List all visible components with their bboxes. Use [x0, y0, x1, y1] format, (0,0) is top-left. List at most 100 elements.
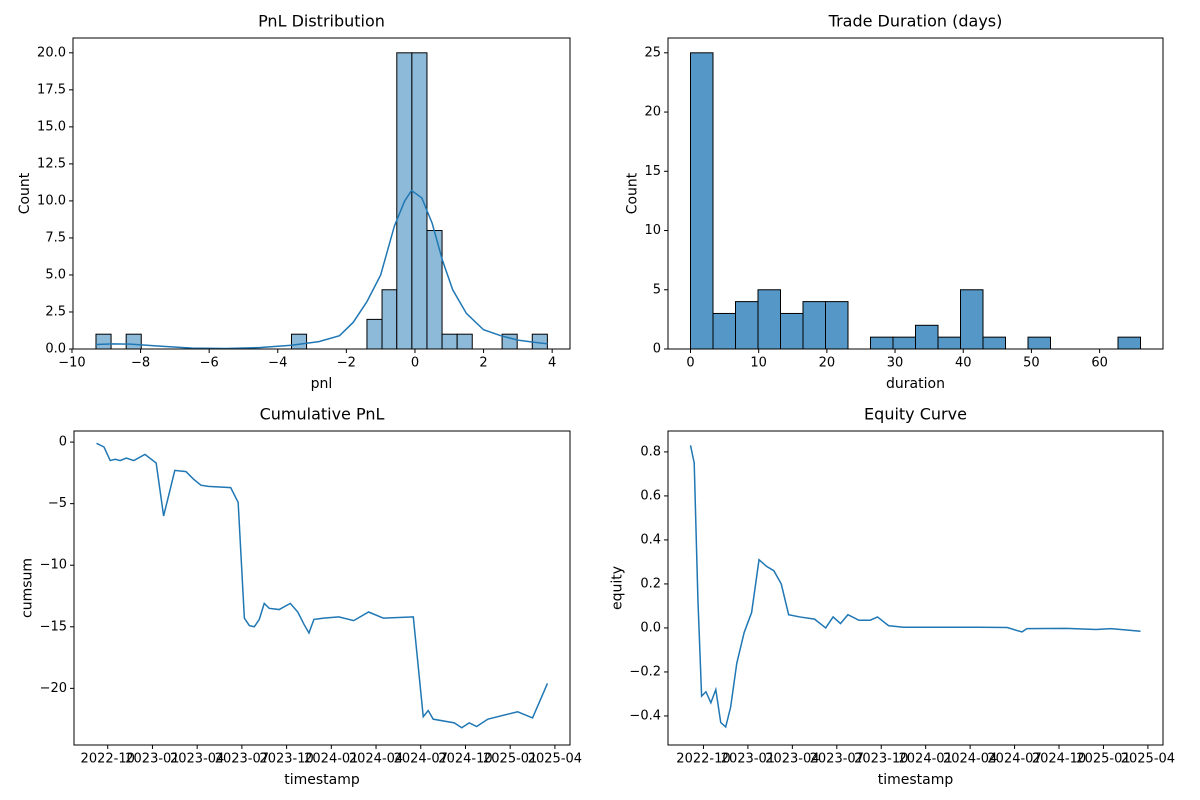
y-tick-label: 5 — [653, 282, 661, 297]
x-tick-label: 2024-07 — [394, 752, 448, 767]
x-tick-label: 2024-04 — [943, 752, 997, 767]
x-tick-label: 2023-04 — [765, 752, 819, 767]
histogram-bar — [290, 333, 308, 350]
y-tick-label: 0.8 — [640, 444, 661, 459]
x-tick-label: 2022-10 — [676, 752, 730, 767]
y-tick-label: 0.4 — [640, 532, 661, 547]
chart-title: Cumulative PnL — [260, 405, 385, 424]
y-tick-label: 0.2 — [640, 576, 661, 591]
histogram-bar — [441, 333, 458, 350]
x-tick-label: 2025-04 — [1121, 752, 1175, 767]
x-axis-label: duration — [886, 376, 945, 392]
histogram-bar — [780, 312, 804, 350]
x-tick-label: 2022-10 — [81, 752, 135, 767]
axes-frame — [73, 430, 571, 746]
histogram-bar — [802, 301, 826, 350]
histogram-bar — [690, 52, 714, 350]
y-axis-label: Count — [624, 172, 640, 214]
histogram-bar — [982, 336, 1006, 350]
kde-line — [95, 189, 548, 350]
y-tick-label: 2.5 — [45, 304, 66, 319]
x-tick-label: 10 — [750, 356, 767, 371]
x-tick-label: 2 — [479, 356, 487, 371]
x-tick-label: 2023-04 — [170, 752, 224, 767]
y-tick-label: 10 — [644, 223, 661, 238]
y-tick-label: −0.2 — [629, 664, 661, 679]
y-tick-label: −15 — [40, 619, 67, 634]
x-tick-label: 2025-04 — [528, 752, 582, 767]
axes-frame — [667, 430, 1164, 746]
histogram-bar — [892, 336, 916, 350]
x-tick-label: −10 — [58, 356, 85, 371]
axes-frame — [667, 37, 1164, 350]
histogram-bar — [915, 324, 939, 350]
y-tick-label: −10 — [40, 558, 67, 573]
histogram-bar — [381, 289, 398, 350]
x-tick-label: 30 — [887, 356, 904, 371]
x-tick-label: 2023-01 — [721, 752, 775, 767]
x-tick-label: 2024-10 — [438, 752, 492, 767]
chart-title: Trade Duration (days) — [828, 12, 1003, 31]
x-tick-label: 2024-01 — [899, 752, 953, 767]
histogram-bar — [1117, 336, 1141, 350]
x-tick-label: 2024-10 — [1032, 752, 1086, 767]
x-tick-label: 0 — [411, 356, 419, 371]
x-tick-label: 0 — [686, 356, 694, 371]
chart-title: Equity Curve — [864, 405, 967, 424]
x-tick-label: 2023-01 — [125, 752, 179, 767]
y-tick-label: 10.0 — [37, 193, 66, 208]
histogram-bar — [735, 301, 759, 350]
y-tick-label: 15.0 — [37, 119, 66, 134]
y-tick-label: −5 — [48, 496, 67, 511]
histogram-bar — [825, 301, 849, 350]
x-tick-label: −6 — [200, 356, 219, 371]
x-tick-label: 20 — [819, 356, 836, 371]
x-axis-label: timestamp — [878, 772, 954, 788]
y-tick-label: 12.5 — [37, 156, 66, 171]
chart-title: PnL Distribution — [258, 12, 385, 31]
x-tick-label: 2024-04 — [349, 752, 403, 767]
x-tick-label: 2025-01 — [1076, 752, 1130, 767]
y-tick-label: 20 — [644, 105, 661, 120]
x-tick-label: 4 — [548, 356, 556, 371]
x-tick-label: 2024-01 — [304, 752, 358, 767]
y-tick-label: 7.5 — [45, 230, 66, 245]
x-tick-label: 60 — [1091, 356, 1108, 371]
x-tick-label: 40 — [955, 356, 972, 371]
x-tick-label: 2023-07 — [810, 752, 864, 767]
y-tick-label: −0.4 — [629, 708, 661, 723]
x-tick-label: −4 — [268, 356, 287, 371]
y-tick-label: −20 — [40, 681, 67, 696]
y-tick-label: 25 — [644, 45, 661, 60]
y-tick-label: 5.0 — [45, 267, 66, 282]
histogram-bar — [870, 336, 894, 350]
y-axis-label: Count — [17, 172, 33, 214]
x-tick-label: −2 — [337, 356, 356, 371]
x-tick-label: 50 — [1023, 356, 1040, 371]
x-tick-label: 2024-07 — [987, 752, 1041, 767]
x-tick-label: 2025-01 — [483, 752, 537, 767]
histogram-bar — [125, 333, 142, 350]
y-tick-label: 0.0 — [640, 620, 661, 635]
y-axis-label: equity — [609, 566, 625, 610]
histogram-bar — [937, 336, 961, 350]
line-series — [96, 442, 549, 729]
y-tick-label: 0 — [59, 435, 67, 450]
x-axis-label: timestamp — [284, 772, 360, 788]
y-tick-label: 0 — [653, 342, 661, 357]
x-axis-label: pnl — [311, 376, 333, 392]
histogram-bar — [456, 333, 473, 350]
y-tick-label: 15 — [644, 164, 661, 179]
histogram-bar — [1027, 336, 1051, 350]
y-tick-label: 17.5 — [37, 82, 66, 97]
axes-frame — [72, 37, 571, 350]
histogram-bar — [95, 333, 112, 350]
histogram-bar — [411, 52, 428, 350]
x-tick-label: 2023-10 — [259, 752, 313, 767]
histogram-bar — [712, 312, 736, 350]
histogram-bar — [757, 289, 781, 350]
x-tick-label: 2023-07 — [215, 752, 269, 767]
y-tick-label: 20.0 — [37, 45, 66, 60]
